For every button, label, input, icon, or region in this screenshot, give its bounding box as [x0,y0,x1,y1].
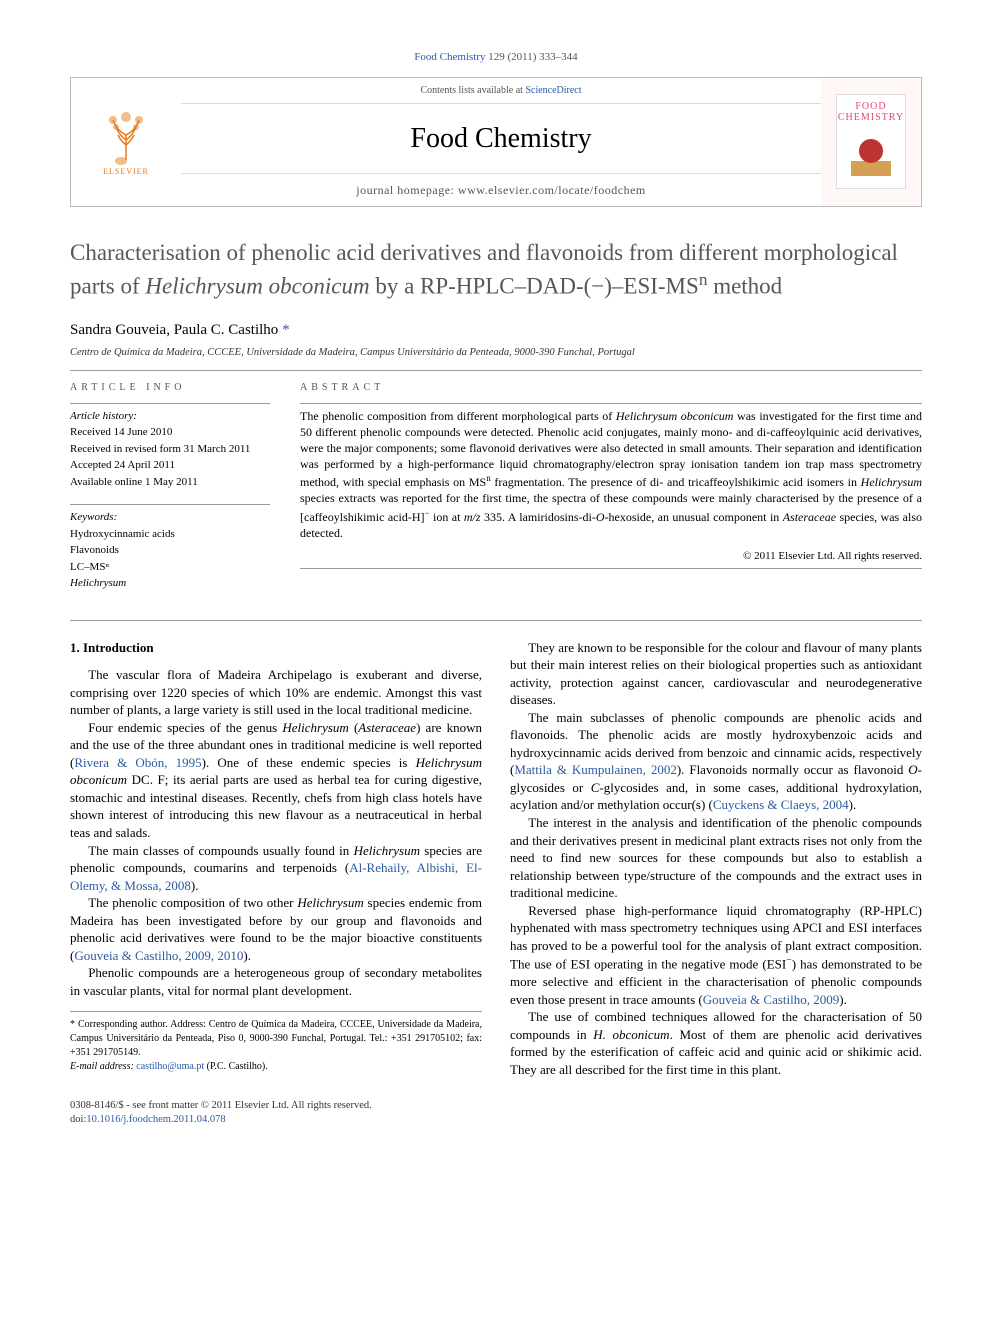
keyword: Hydroxycinnamic acids [70,526,270,543]
elsevier-tree-icon [101,105,151,165]
journal-cover: FOOD CHEMISTRY [836,94,906,189]
cover-title-1: FOOD [855,101,886,112]
citation-link[interactable]: Mattila & Kumpulainen, 2002 [514,762,676,777]
keyword: Helichrysum [70,575,270,592]
corresponding-author-mark[interactable]: * [282,322,290,338]
journal-header: ELSEVIER Contents lists available at Sci… [70,77,922,207]
divider [70,370,922,371]
email-person: (P.C. Castilho). [207,1061,268,1072]
homepage-line: journal homepage: www.elsevier.com/locat… [181,173,821,206]
article-history: Article history: Received 14 June 2010 R… [70,408,270,491]
paragraph: The phenolic composition of two other He… [70,894,482,964]
publisher-name: ELSEVIER [103,167,149,178]
divider [70,620,922,621]
keyword: LC–MSⁿ [70,559,270,576]
doi-link[interactable]: 10.1016/j.foodchem.2011.04.078 [86,1114,225,1125]
sciencedirect-link[interactable]: ScienceDirect [525,85,581,96]
email-label: E-mail address: [70,1061,134,1072]
email-line: E-mail address: castilho@uma.pt (P.C. Ca… [70,1060,482,1074]
section-heading: 1. Introduction [70,639,482,657]
divider [70,504,270,505]
paragraph: The use of combined techniques allowed f… [510,1008,922,1078]
online-date: Available online 1 May 2011 [70,474,270,491]
issn-copyright: 0308-8146/$ - see front matter © 2011 El… [70,1099,922,1113]
paragraph: They are known to be responsible for the… [510,639,922,709]
paragraph: Four endemic species of the genus Helich… [70,719,482,842]
keywords-label: Keywords: [70,509,270,526]
article-title: Characterisation of phenolic acid deriva… [70,237,922,302]
citation-link[interactable]: Gouveia & Castilho, 2009 [703,992,840,1007]
citation-link[interactable]: Gouveia & Castilho, 2009, 2010 [74,948,243,963]
contents-line: Contents lists available at ScienceDirec… [181,78,821,105]
citation-link[interactable]: Al-Rehaily, Albishi, El-Olemy, & Mossa, … [70,860,482,893]
corresponding-author-footnote: * Corresponding author. Address: Centro … [70,1018,482,1060]
paragraph: Phenolic compounds are a heterogeneous g… [70,964,482,999]
article-info-column: ARTICLE INFO Article history: Received 1… [70,381,270,606]
affiliation: Centro de Química da Madeira, CCCEE, Uni… [70,346,922,360]
homepage-url: www.elsevier.com/locate/foodchem [458,183,646,197]
revised-date: Received in revised form 31 March 2011 [70,441,270,458]
email-link[interactable]: castilho@uma.pt [136,1061,204,1072]
footer-line: 0308-8146/$ - see front matter © 2011 El… [70,1099,922,1127]
abstract-label: ABSTRACT [300,381,922,395]
citation-journal-link[interactable]: Food Chemistry [414,51,485,63]
divider [300,403,922,404]
accepted-date: Accepted 24 April 2011 [70,457,270,474]
elsevier-logo: ELSEVIER [91,97,161,187]
abstract-copyright: © 2011 Elsevier Ltd. All rights reserved… [300,549,922,564]
authors: Sandra Gouveia, Paula C. Castilho * [70,320,922,340]
homepage-label: journal homepage: [356,183,454,197]
received-date: Received 14 June 2010 [70,424,270,441]
footnote: * Corresponding author. Address: Centro … [70,1011,482,1074]
paragraph: The interest in the analysis and identif… [510,814,922,902]
keyword: Flavonoids [70,542,270,559]
paragraph: The main classes of compounds usually fo… [70,842,482,895]
abstract-column: ABSTRACT The phenolic composition from d… [300,381,922,606]
journal-name: Food Chemistry [181,104,821,172]
article-info-label: ARTICLE INFO [70,381,270,395]
body-columns: 1. Introduction The vascular flora of Ma… [70,639,922,1079]
journal-cover-cell: FOOD CHEMISTRY [821,78,921,206]
paragraph: Reversed phase high-performance liquid c… [510,902,922,1009]
contents-label: Contents lists available at [420,85,522,96]
keywords-block: Keywords: Hydroxycinnamic acids Flavonoi… [70,509,270,592]
divider [70,403,270,404]
citation-link[interactable]: Rivera & Obón, 1995 [74,755,201,770]
history-label: Article history: [70,408,270,425]
citation: Food Chemistry 129 (2011) 333–344 [70,50,922,65]
doi-label: doi: [70,1114,86,1125]
cover-title-2: CHEMISTRY [838,112,904,123]
citation-link[interactable]: Cuyckens & Claeys, 2004 [713,797,849,812]
paragraph: The main subclasses of phenolic compound… [510,709,922,814]
paragraph: The vascular flora of Madeira Archipelag… [70,666,482,719]
divider [300,568,922,569]
publisher-logo-cell: ELSEVIER [71,78,181,206]
abstract-text: The phenolic composition from different … [300,408,922,542]
citation-issue: 129 (2011) 333–344 [488,51,577,63]
cover-graphic-icon [846,131,896,181]
